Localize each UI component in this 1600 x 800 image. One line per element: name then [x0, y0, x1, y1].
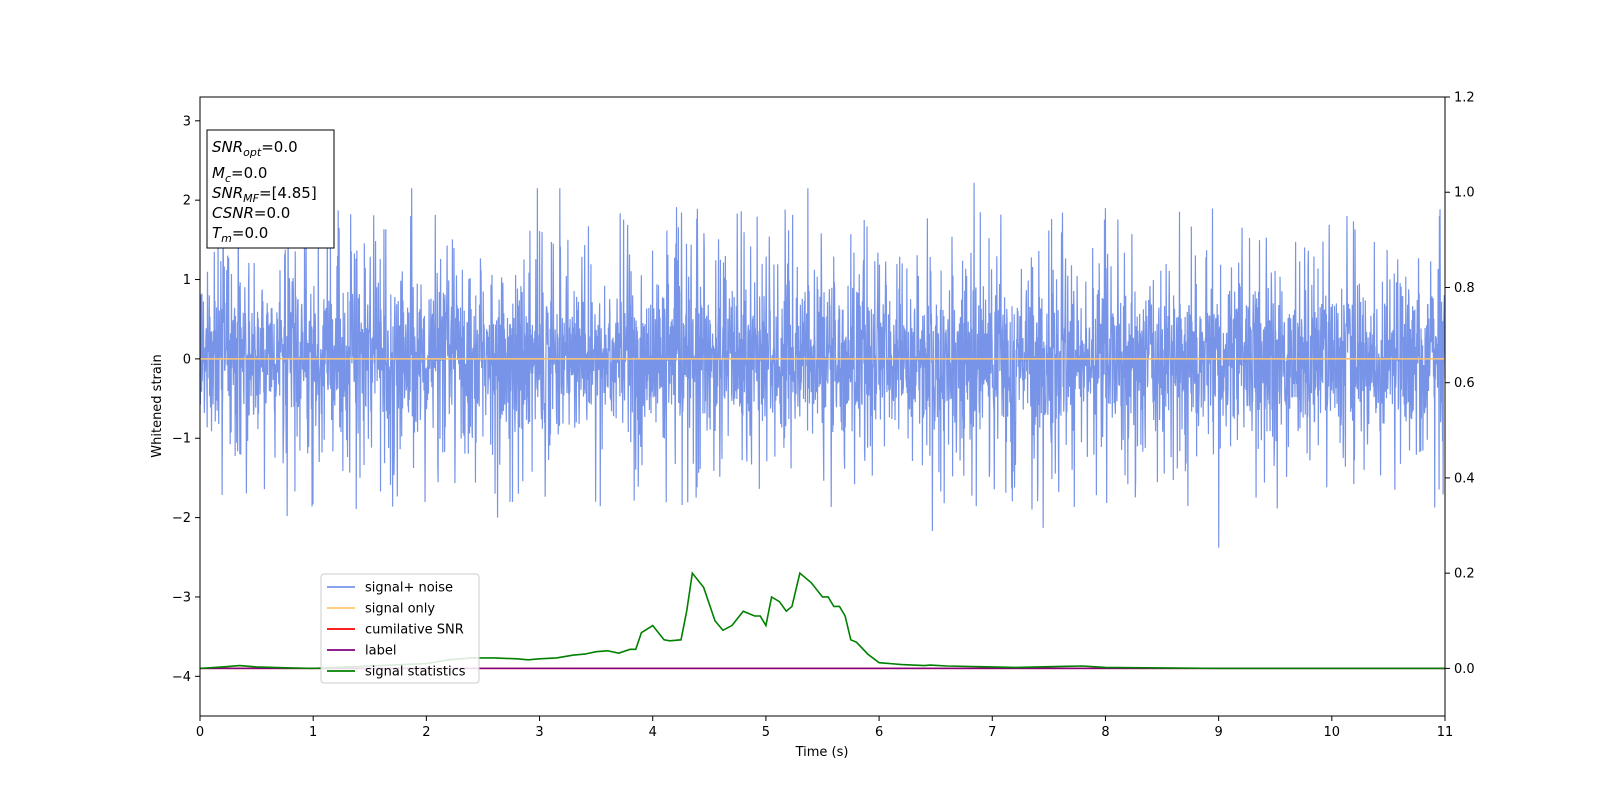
legend-label: signal+ noise	[365, 581, 453, 596]
legend-label: label	[365, 644, 396, 659]
y-right-tick-label: 1.0	[1454, 186, 1475, 201]
signal-noise-layer	[199, 182, 1446, 548]
x-tick-label: 10	[1324, 725, 1341, 740]
annotation-line: CSNR=0.0	[212, 204, 290, 222]
y-left-tick-label: −4	[172, 670, 191, 685]
legend-item: signal+ noise	[327, 581, 453, 596]
y-axis-right-ticks: 0.0 0.2 0.4 0.6 0.8 1.0 1.2	[1445, 91, 1475, 677]
x-tick-label: 0	[196, 725, 204, 740]
annotation-line: Tm=0.0	[212, 224, 268, 245]
y-left-tick-label: −1	[172, 432, 191, 447]
y-right-tick-label: 0.2	[1454, 567, 1475, 582]
x-axis-ticks: 0 1 2 3 4 5 6 7 8 9 10 11	[196, 716, 1453, 740]
x-tick-label: 8	[1101, 725, 1109, 740]
legend-item: signal statistics	[327, 665, 466, 680]
annotation-line: Mc=0.0	[212, 164, 267, 185]
x-tick-label: 11	[1437, 725, 1454, 740]
y-right-tick-label: 0.4	[1454, 471, 1475, 486]
y-right-tick-label: 0.6	[1454, 376, 1475, 391]
y-right-tick-label: 1.2	[1454, 91, 1475, 106]
x-tick-label: 3	[535, 725, 543, 740]
x-tick-label: 4	[649, 725, 657, 740]
legend-label: cumilative SNR	[365, 623, 464, 638]
legend-label: signal statistics	[365, 665, 466, 680]
y-axis-label: Whitened strain	[150, 354, 165, 457]
legend-item: signal only	[327, 602, 435, 617]
x-tick-label: 5	[762, 725, 770, 740]
x-tick-label: 6	[875, 725, 883, 740]
y-left-tick-label: 3	[183, 114, 191, 129]
x-tick-label: 1	[309, 725, 317, 740]
legend-item: cumilative SNR	[327, 623, 464, 638]
legend-item: label	[327, 644, 396, 659]
y-left-tick-label: 1	[183, 273, 191, 288]
x-tick-label: 7	[988, 725, 996, 740]
x-tick-label: 2	[422, 725, 430, 740]
y-axis-left-ticks: −4 −3 −2 −1 0 1 2 3	[172, 114, 200, 685]
legend-label: signal only	[365, 602, 435, 617]
annotation-line: SNRopt=0.0	[212, 138, 298, 159]
y-right-tick-label: 0.8	[1454, 281, 1475, 296]
plot-frame	[199, 96, 1446, 717]
y-left-tick-label: −3	[172, 590, 191, 605]
y-left-tick-label: −2	[172, 511, 191, 526]
y-left-tick-label: 2	[183, 194, 191, 209]
y-right-tick-label: 0.0	[1454, 662, 1475, 677]
y-left-tick-label: 0	[183, 352, 191, 367]
annotation-line: SNRMF=[4.85]	[212, 184, 317, 205]
legend: signal+ noise signal only cumilative SNR la…	[320, 573, 480, 684]
x-axis-label: Time (s)	[795, 745, 849, 760]
x-tick-label: 9	[1214, 725, 1222, 740]
signal-noise-line	[199, 182, 1446, 548]
